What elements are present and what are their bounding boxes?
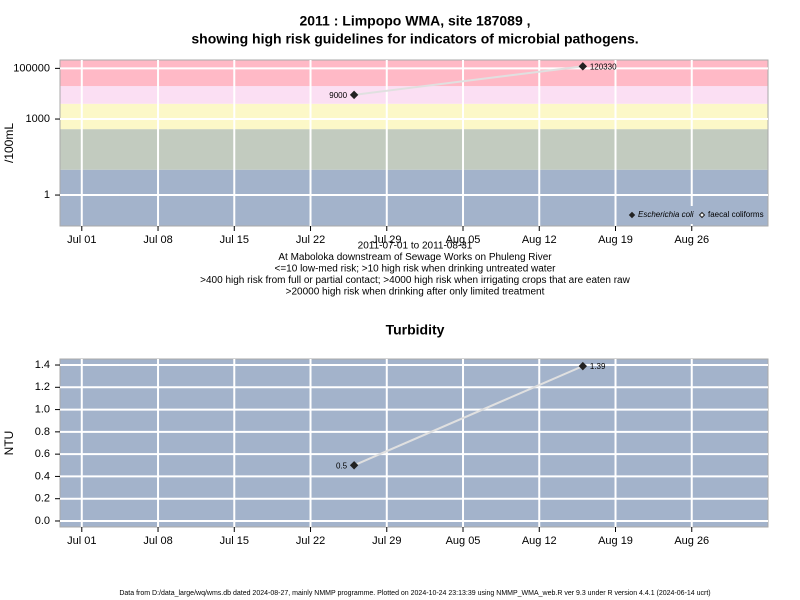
y-tick-label: 1.4: [35, 359, 50, 371]
legend-label: faecal coliforms: [708, 210, 764, 219]
note: <=10 low-med risk; >10 high risk when dr…: [275, 264, 557, 275]
x-tick-label: Jul 15: [220, 234, 249, 246]
y-tick-label: 0.2: [35, 493, 50, 505]
series-line: [353, 365, 584, 467]
data-point: [578, 62, 588, 71]
x-tick-label: Aug 26: [674, 535, 709, 547]
y-tick-label: 0.8: [35, 426, 50, 438]
data-point: [578, 361, 588, 371]
x-tick-label: Aug 05: [446, 535, 481, 547]
plot-frame: [59, 59, 769, 227]
note: 2011-07-01 to 2011-08-31: [358, 241, 473, 252]
chart-title: 2011 : Limpopo WMA, site 187089 ,: [299, 13, 530, 29]
y-axis-label: /100mL: [2, 123, 16, 163]
x-tick-label: Aug 26: [674, 234, 709, 246]
risk-band: [60, 129, 768, 170]
note: At Maboloka downstream of Sewage Works o…: [278, 252, 552, 263]
y-tick-label: 0.6: [35, 448, 50, 460]
note: >20000 high risk when drinking after onl…: [286, 287, 545, 298]
chart-title: Turbidity: [386, 322, 445, 338]
series-line: [353, 65, 583, 96]
plot-background: [60, 359, 768, 527]
legend-marker: [628, 211, 636, 219]
x-tick-label: Aug 12: [522, 234, 557, 246]
footer: Data from D:/data_large/wq/wms.db dated …: [119, 590, 710, 597]
x-tick-label: Jul 15: [220, 535, 249, 547]
risk-band: [60, 86, 768, 104]
x-tick-label: Aug 12: [522, 535, 557, 547]
data-label: 120330: [590, 62, 617, 71]
x-tick-label: Jul 22: [296, 234, 325, 246]
legend-box: [626, 206, 766, 224]
data-point: [349, 90, 359, 100]
legend-marker: [698, 211, 706, 219]
x-tick-label: Jul 29: [372, 234, 401, 246]
y-tick-label: 100000: [13, 62, 50, 74]
x-tick-label: Aug 19: [598, 535, 633, 547]
x-tick-label: Jul 08: [143, 234, 172, 246]
y-tick-label: 1000: [26, 113, 50, 125]
legend-label: Escherichia coli: [638, 210, 694, 219]
y-tick-label: 1.0: [35, 403, 50, 415]
plot-frame: [59, 358, 769, 528]
data-label: 1.39: [590, 362, 606, 371]
x-tick-label: Jul 01: [67, 234, 96, 246]
y-tick-label: 1.2: [35, 381, 50, 393]
y-tick-label: 1: [44, 189, 50, 201]
y-tick-label: 0.4: [35, 470, 50, 482]
risk-band: [60, 103, 768, 130]
y-axis-label: NTU: [2, 431, 16, 456]
data-label: 9000: [329, 91, 347, 100]
chart-title: showing high risk guidelines for indicat…: [191, 31, 638, 47]
x-tick-label: Jul 29: [372, 535, 401, 547]
risk-band: [60, 60, 768, 87]
x-tick-label: Aug 05: [446, 234, 481, 246]
x-tick-label: Aug 19: [598, 234, 633, 246]
x-tick-label: Jul 01: [67, 535, 96, 547]
x-tick-label: Jul 22: [296, 535, 325, 547]
x-tick-label: Jul 08: [143, 535, 172, 547]
data-label: 0.5: [336, 461, 348, 470]
data-point: [349, 461, 359, 470]
y-tick-label: 0.0: [35, 515, 50, 527]
note: >400 high risk from full or partial cont…: [200, 275, 630, 286]
